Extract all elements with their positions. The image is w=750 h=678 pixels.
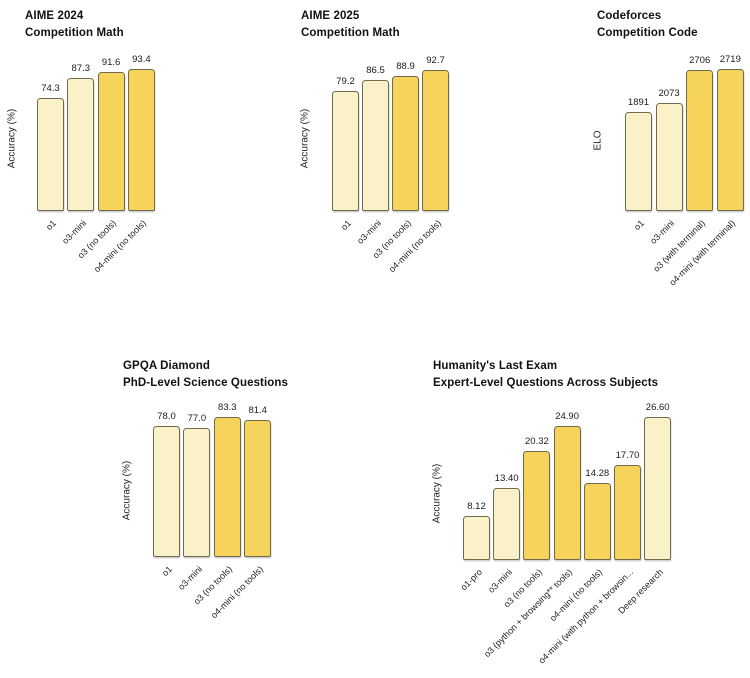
bar (655, 102, 683, 211)
bar-value-label: 74.3 (41, 83, 60, 95)
chart-title: AIME 2024 Competition Math (25, 8, 124, 41)
bar (97, 71, 125, 211)
bar (244, 420, 272, 557)
bar (153, 425, 180, 557)
chart-title: Codeforces Competition Code (597, 8, 698, 41)
plot-area: 74.3 o1 87.3 o3-mini 91.6 o3 (no tools) 93.4 o4… (0, 0, 260, 335)
bar (523, 450, 551, 560)
bar (493, 487, 521, 560)
x-tick-label: o3 (no tools) (370, 218, 413, 261)
bar (686, 69, 714, 211)
plot-area: 8.12 o1-pro 13.40 o3-mini 20.32 o3 (no tools)… (420, 350, 750, 678)
bar (183, 427, 211, 557)
chart-title-line: GPQA Diamond (123, 360, 211, 372)
chart-title: AIME 2025 Competition Math (301, 8, 400, 41)
chart-title: GPQA Diamond PhD-Level Science Questions (123, 358, 288, 391)
bar-value-label: 24.90 (555, 411, 579, 423)
chart-codeforces: Codeforces Competition Code ELO 1891 o1 20… (560, 0, 750, 340)
bar (213, 417, 241, 557)
x-tick-label: o3-mini (648, 218, 677, 246)
plot-area: 78.0 o1 77.0 o3-mini 83.3 o3 (no tools) 81.4 o4… (100, 350, 335, 678)
bar (392, 75, 419, 211)
bar-value-label: 79.2 (336, 75, 355, 87)
chart-title-line: AIME 2025 (301, 10, 360, 22)
plot-area: 79.2 o1 86.5 o3-mini 88.9 o3 (no tools) 92.7 o4… (270, 0, 530, 335)
chart-title-line: Codeforces (597, 10, 662, 22)
bar (625, 112, 652, 211)
bar-value-label: 1891 (627, 97, 650, 109)
chart-title-line: PhD-Level Science Questions (123, 376, 289, 389)
bar-value-label: 26.60 (645, 402, 670, 414)
bar-value-label: 20.32 (525, 435, 549, 447)
bar-value-label: 88.9 (396, 60, 415, 72)
chart-title-line: Expert-Level Questions Across Subjects (433, 376, 659, 389)
bar-value-label: 13.40 (494, 472, 519, 484)
bar-value-label: 2073 (658, 87, 680, 99)
bar-value-label: 92.7 (426, 55, 445, 67)
bar (332, 90, 359, 211)
bar-value-label: 78.0 (157, 410, 176, 422)
chart-title-line: Competition Code (597, 26, 698, 39)
chart-aime-2024: AIME 2024 Competition Math Accuracy (%) … (0, 0, 260, 335)
chart-title: Humanity's Last Exam Expert-Level Questi… (433, 358, 658, 391)
bar-value-label: 2706 (689, 54, 711, 66)
bar (127, 69, 155, 211)
plot-area: 1891 o1 2073 o3-mini 2706 o3 (with terminal) 2… (560, 0, 750, 340)
bar-value-label: 93.4 (132, 54, 151, 66)
chart-title-line: AIME 2024 (25, 10, 84, 22)
bar (422, 70, 449, 211)
bar-value-label: 87.3 (71, 63, 91, 75)
bar-value-label: 86.5 (366, 64, 385, 76)
x-tick-label: o3 (with terminal) (650, 218, 707, 274)
chart-gpqa-diamond: GPQA Diamond PhD-Level Science Questions… (100, 350, 335, 678)
bar (716, 68, 744, 211)
bar (614, 464, 641, 560)
bar (644, 417, 672, 560)
bar (37, 98, 64, 211)
chart-aime-2025: AIME 2025 Competition Math Accuracy (%) … (270, 0, 530, 335)
bar-value-label: 14.28 (585, 468, 610, 480)
bar (553, 426, 581, 560)
bar-value-label: 8.12 (467, 501, 486, 513)
bar-value-label: 81.4 (248, 405, 267, 417)
bar-value-label: 83.3 (218, 402, 237, 414)
bar (67, 78, 95, 211)
bar-value-label: 91.6 (101, 56, 121, 68)
chart-humanitys-last-exam: Humanity's Last Exam Expert-Level Questi… (420, 350, 750, 678)
bar-value-label: 77.0 (187, 412, 207, 424)
chart-title-line: Competition Math (25, 26, 124, 39)
chart-title-line: Competition Math (301, 26, 400, 39)
bar-value-label: 2719 (719, 53, 741, 65)
bar (362, 79, 389, 211)
chart-title-line: Humanity's Last Exam (433, 360, 558, 372)
bar (583, 483, 611, 560)
bar-value-label: 17.70 (615, 449, 640, 461)
x-tick-label: o3-mini (354, 218, 383, 246)
bar (463, 516, 490, 560)
